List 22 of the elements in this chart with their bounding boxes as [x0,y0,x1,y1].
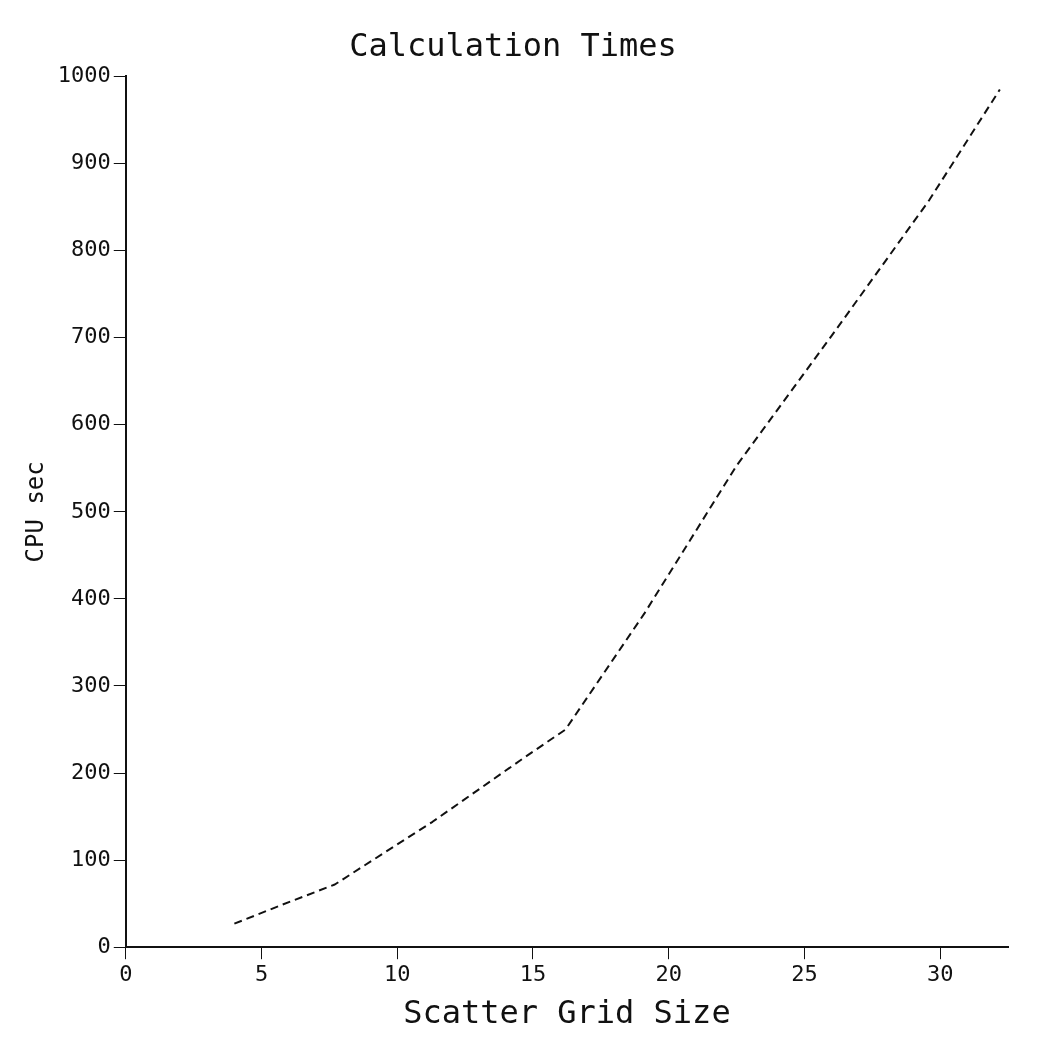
y-tick-label: 800 [71,236,111,262]
y-tick-label: 200 [71,758,111,784]
line-series [233,88,1001,925]
y-tick-label: 400 [71,584,111,610]
y-tick-label: 1000 [57,62,111,88]
y-axis-title: CPU sec [20,461,49,563]
x-tick-label: 25 [791,961,818,987]
x-tick-label: 30 [926,961,954,987]
chart-title: Calculation Times [349,25,677,64]
y-tick-label: 500 [71,497,111,523]
x-axis-title: Scatter Grid Size [403,993,731,1032]
y-tick-label: 300 [71,671,111,697]
y-tick-label: 600 [71,410,111,436]
x-tick-label: 15 [519,961,547,987]
x-tick-label: 10 [383,961,411,987]
y-tick-label: 0 [97,932,111,958]
x-tick-label: 0 [119,961,133,987]
x-tick-label: 5 [254,961,269,987]
x-tick-label: 20 [655,961,682,987]
y-tick-label: 900 [71,149,111,175]
y-tick-label: 100 [71,845,111,871]
y-tick-label: 700 [71,323,111,349]
